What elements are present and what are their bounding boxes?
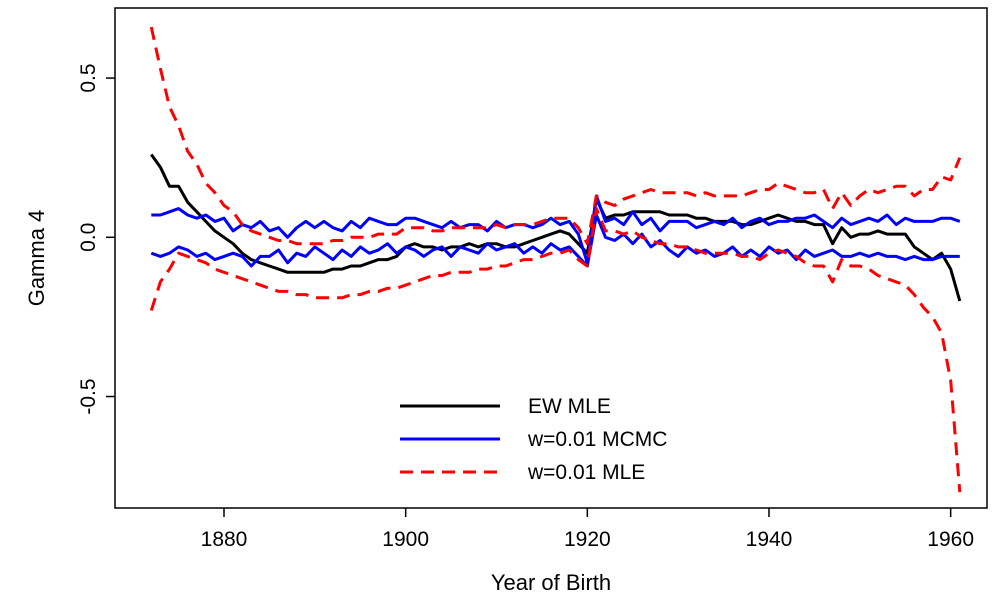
y-axis-label: Gamma 4 (24, 210, 49, 307)
x-axis: 1880 1900 1920 1940 1960 (201, 508, 974, 551)
series-line-mcmc-upper (151, 194, 961, 265)
y-tick-label: 0.5 (77, 63, 100, 92)
series-line-mle-lower (149, 207, 962, 493)
y-tick-label: 0.0 (77, 223, 100, 252)
series-layer (149, 26, 962, 493)
legend: EW MLE w=0.01 MCMC w=0.01 MLE (400, 395, 667, 484)
y-axis: -0.5 0.0 0.5 (77, 63, 115, 415)
legend-label: w=0.01 MLE (527, 461, 645, 484)
x-axis-label: Year of Birth (491, 570, 611, 595)
x-tick-label: 1900 (382, 528, 429, 551)
x-tick-label: 1960 (927, 528, 974, 551)
series-line-mle-upper (149, 26, 962, 246)
x-tick-label: 1880 (201, 528, 248, 551)
y-tick-label: -0.5 (77, 378, 100, 414)
x-tick-label: 1940 (746, 528, 793, 551)
legend-label: w=0.01 MCMC (527, 428, 667, 451)
series-line-ew-mle (150, 153, 962, 302)
plot-frame (114, 7, 988, 509)
series-line-mcmc-lower (150, 213, 960, 268)
legend-label: EW MLE (528, 395, 611, 418)
x-tick-label: 1920 (564, 528, 611, 551)
